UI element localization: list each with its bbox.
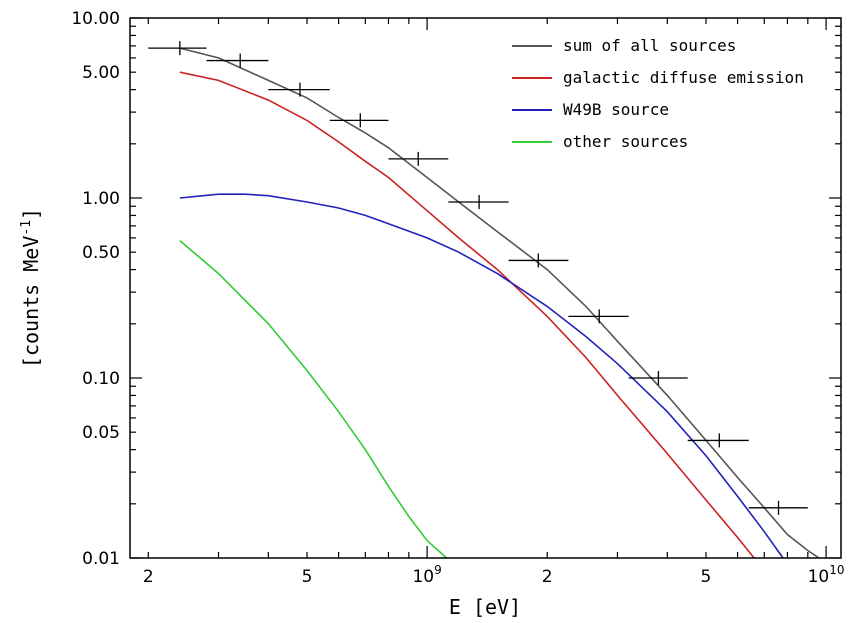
legend-label-3: other sources [563,132,688,151]
x-tick-label-2: 109 [412,563,441,587]
y-tick-label-3: 0.50 [82,243,120,263]
data-point-9 [687,433,749,448]
y-axis-title-sup: -1 [19,220,34,236]
y-tick-label-5: 0.05 [82,423,120,443]
data-point-1 [206,53,269,68]
data-point-2 [268,82,330,97]
y-tick-label-0: 10.00 [71,9,120,29]
series-line-1 [179,71,755,559]
legend: sum of all sources galactic diffuse emiss… [512,36,804,151]
y-tick-label-1: 5.00 [82,63,120,83]
legend-label-2: W49B source [563,100,669,119]
data-point-7 [568,309,629,324]
series-line-2 [179,193,784,559]
x-tick-label-base: 5 [701,567,712,587]
x-tick-label-exponent: 10 [829,563,844,577]
x-tick-label-3: 2 [542,567,553,587]
y-tick-label-4: 0.10 [82,369,120,389]
x-tick-label-5: 1010 [808,563,845,587]
y-tick-label-6: 0.01 [82,549,120,569]
data-point-4 [388,151,449,166]
series-layer [179,47,820,559]
x-tick-label-0: 2 [143,567,154,587]
data-points-layer [148,41,808,515]
series-line-0 [179,47,820,559]
y-axis-title: [counts MeV-1] [19,208,43,368]
series-line-3 [179,239,448,559]
plot-frame [129,17,842,559]
x-tick-label-base: 10 [808,567,830,587]
x-tick-label-base: 10 [412,567,434,587]
x-tick-label-base: 2 [542,567,553,587]
data-point-6 [508,253,569,268]
x-tick-label-1: 5 [302,567,313,587]
legend-label-1: galactic diffuse emission [563,68,804,87]
data-point-10 [748,500,808,515]
y-tick-label-2: 1.00 [82,189,120,209]
y-axis-title-main: [counts MeV [19,236,43,368]
x-tick-label-exponent: 9 [434,563,442,577]
x-tick-label-base: 2 [143,567,154,587]
x-axis-title: E [eV] [449,595,521,619]
data-point-8 [628,371,688,385]
legend-label-0: sum of all sources [563,36,736,55]
data-point-3 [329,113,389,128]
x-tick-label-base: 5 [302,567,313,587]
data-point-5 [448,195,509,210]
x-tick-label-4: 5 [701,567,712,587]
data-point-0 [148,41,207,56]
y-axis-title-close: ] [19,208,43,220]
